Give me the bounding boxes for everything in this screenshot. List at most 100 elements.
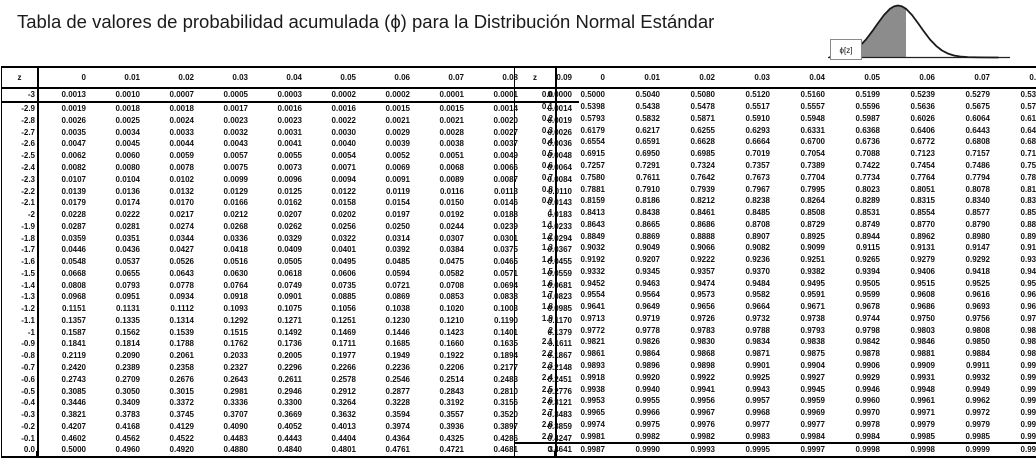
probability-cell: 0.0139 [38, 185, 93, 197]
probability-cell: 0.9861 [556, 348, 612, 360]
probability-cell: 0.2420 [38, 362, 93, 374]
probability-cell: 0.9418 [942, 265, 997, 277]
probability-cell: 0.9965 [556, 407, 612, 419]
probability-cell: 0.9971 [887, 407, 942, 419]
probability-column-header: 0.01 [612, 67, 667, 88]
z-value: 2 [515, 324, 557, 336]
probability-cell: 0.0336 [201, 232, 255, 244]
probability-cell: 0.0002 [309, 88, 363, 102]
z-value: -2.1 [2, 197, 39, 209]
probability-cell: 0.9306 [997, 254, 1036, 266]
z-value: -1.7 [2, 244, 39, 256]
probability-cell: 0.9875 [777, 348, 832, 360]
probability-cell: 0.4325 [417, 432, 471, 444]
probability-cell: 0.4920 [147, 444, 201, 457]
z-value: -0.8 [2, 350, 39, 362]
z-value: 0.0 [2, 444, 39, 457]
probability-cell: 0.0025 [93, 115, 147, 127]
probability-column-header: 0.06 [363, 67, 417, 88]
probability-cell: 0.9949 [942, 383, 997, 395]
probability-cell: 0.7454 [887, 160, 942, 172]
probability-cell: 0.0071 [309, 162, 363, 174]
z-value: 0.2 [515, 113, 557, 125]
probability-cell: 0.9292 [942, 254, 997, 266]
probability-cell: 0.9931 [887, 371, 942, 383]
probability-cell: 0.9986 [997, 430, 1036, 443]
probability-cell: 0.9893 [556, 360, 612, 372]
probability-cell: 0.9265 [832, 254, 887, 266]
z-value: 1.5 [515, 265, 557, 277]
probability-cell: 0.0016 [255, 102, 309, 115]
probability-cell: 0.9983 [722, 430, 777, 443]
probability-cell: 0.0174 [93, 197, 147, 209]
probability-cell: 0.1038 [363, 303, 417, 315]
probability-cell: 0.6985 [667, 148, 722, 160]
probability-cell: 0.1292 [201, 315, 255, 327]
probability-cell: 0.7486 [942, 160, 997, 172]
probability-cell: 0.7291 [612, 160, 667, 172]
probability-cell: 0.9938 [556, 383, 612, 395]
z-value: -2.7 [2, 126, 39, 138]
probability-cell: 0.9719 [612, 313, 667, 325]
probability-cell: 0.9515 [887, 277, 942, 289]
probability-cell: 0.9738 [777, 313, 832, 325]
header-row: z00.010.020.030.040.050.060.070.080.09 [515, 67, 1036, 88]
probability-cell: 0.9842 [832, 336, 887, 348]
probability-cell: 0.9993 [667, 443, 722, 457]
probability-cell: 0.9834 [722, 336, 777, 348]
probability-cell: 0.8365 [997, 195, 1036, 207]
probability-cell: 0.3336 [201, 397, 255, 409]
probability-cell: 0.0162 [255, 197, 309, 209]
probability-cell: 0.0606 [309, 267, 363, 279]
probability-cell: 0.8186 [612, 195, 667, 207]
probability-cell: 0.9726 [667, 313, 722, 325]
z-value: 0.7 [515, 171, 557, 183]
probability-cell: 0.0314 [363, 232, 417, 244]
probability-cell: 0.5160 [777, 88, 832, 101]
probability-cell: 0.5279 [942, 88, 997, 101]
probability-cell: 0.0418 [201, 244, 255, 256]
probability-cell: 0.9162 [997, 242, 1036, 254]
probability-cell: 0.0104 [93, 173, 147, 185]
probability-cell: 0.1230 [363, 315, 417, 327]
z-value: 2.7 [515, 407, 557, 419]
probability-cell: 0.0075 [201, 162, 255, 174]
probability-column-header: 0.02 [147, 67, 201, 88]
probability-cell: 0.9535 [997, 277, 1036, 289]
probability-cell: 0.9826 [612, 336, 667, 348]
probability-cell: 0.5714 [997, 101, 1036, 113]
probability-cell: 0.7389 [777, 160, 832, 172]
probability-cell: 0.0885 [309, 291, 363, 303]
probability-cell: 0.9525 [942, 277, 997, 289]
probability-cell: 0.0013 [38, 88, 93, 102]
probability-cell: 0.1423 [417, 326, 471, 338]
probability-cell: 0.8051 [887, 183, 942, 195]
z-value: -2.8 [2, 115, 39, 127]
probability-cell: 0.3557 [417, 409, 471, 421]
probability-cell: 0.1151 [38, 303, 93, 315]
probability-cell: 0.9664 [722, 301, 777, 313]
z-value: -0.3 [2, 409, 39, 421]
probability-cell: 0.0018 [93, 102, 147, 115]
probability-cell: 0.9920 [612, 371, 667, 383]
probability-cell: 0.4801 [309, 444, 363, 457]
probability-cell: 0.9732 [722, 313, 777, 325]
z-value: 0.1 [515, 101, 557, 113]
probability-cell: 0.7734 [832, 171, 887, 183]
probability-column-header: 0 [38, 67, 93, 88]
probability-cell: 0.8531 [832, 207, 887, 219]
probability-cell: 0.1949 [363, 350, 417, 362]
probability-cell: 0.1841 [38, 338, 93, 350]
